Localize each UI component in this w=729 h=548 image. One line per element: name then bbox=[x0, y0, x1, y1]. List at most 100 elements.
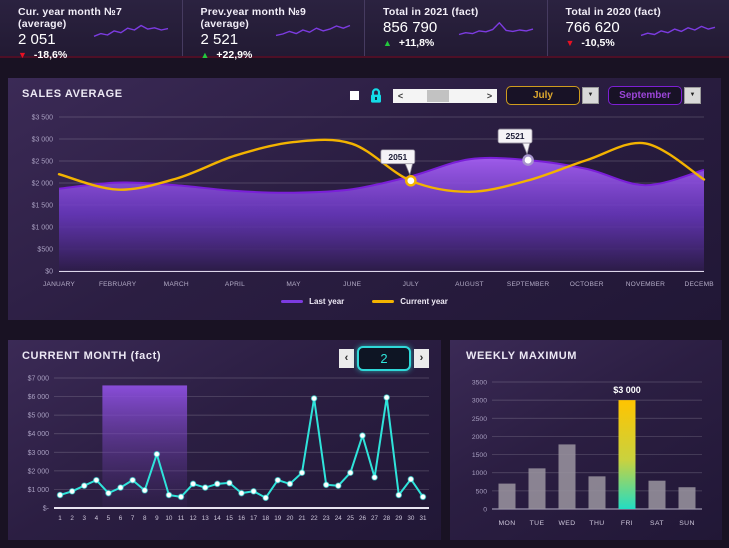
kpi-delta-value: +11,8% bbox=[398, 37, 435, 49]
svg-text:$3 000: $3 000 bbox=[32, 137, 54, 144]
trend-up-icon: ▲ bbox=[383, 37, 392, 48]
svg-text:$7 000: $7 000 bbox=[28, 376, 50, 383]
svg-text:7: 7 bbox=[131, 515, 135, 522]
scrollbar-thumb[interactable] bbox=[427, 89, 450, 102]
kpi-card-total-2020: Total in 2020 (fact) 766 620 ▼ -10,5% bbox=[546, 0, 729, 56]
svg-text:JULY: JULY bbox=[403, 281, 420, 288]
kpi-label: Prev.year month №9 (average) bbox=[200, 6, 307, 30]
kpi-delta-value: -10,5% bbox=[581, 37, 615, 49]
kpi-delta: ▲ +11,8% bbox=[383, 37, 537, 49]
svg-text:500: 500 bbox=[476, 488, 488, 495]
month-from-group: July ▼ bbox=[506, 86, 599, 105]
svg-text:14: 14 bbox=[214, 515, 222, 522]
svg-text:2051: 2051 bbox=[388, 152, 407, 162]
month-from-dropdown-icon[interactable]: ▼ bbox=[582, 87, 599, 104]
trend-down-icon: ▼ bbox=[18, 49, 27, 60]
scrollbar-track[interactable] bbox=[408, 89, 482, 103]
trend-down-icon: ▼ bbox=[565, 37, 575, 48]
svg-text:WED: WED bbox=[558, 520, 575, 527]
svg-text:3000: 3000 bbox=[472, 398, 487, 405]
svg-text:28: 28 bbox=[383, 515, 391, 522]
horizontal-scrollbar[interactable]: < > bbox=[393, 88, 497, 103]
svg-text:$5 000: $5 000 bbox=[28, 413, 50, 420]
svg-text:$3 000: $3 000 bbox=[613, 385, 641, 395]
kpi-card-prev-month-avg: Prev.year month №9 (average) 2 521 ▲ +22… bbox=[181, 0, 365, 61]
kpi-delta: ▼ -10,5% bbox=[566, 37, 720, 49]
kpi-sparkline bbox=[640, 25, 716, 37]
nav-page-value[interactable]: 2 bbox=[357, 346, 411, 371]
svg-text:24: 24 bbox=[335, 515, 343, 522]
scroll-left-icon[interactable]: < bbox=[397, 90, 404, 101]
svg-text:$0: $0 bbox=[45, 269, 53, 276]
svg-text:$2 000: $2 000 bbox=[32, 181, 54, 188]
current-month-chart: $7 000 $6 000 $5 000 $4 000 $3 000 $2 000 $1 0… bbox=[28, 376, 429, 522]
svg-text:9: 9 bbox=[155, 515, 159, 522]
kpi-label: Cur. year month №7 (average) bbox=[18, 6, 122, 30]
svg-text:MON: MON bbox=[498, 520, 515, 527]
svg-text:8: 8 bbox=[143, 515, 147, 522]
svg-text:30: 30 bbox=[407, 515, 415, 522]
kpi-label: Total in 2021 (fact) bbox=[383, 6, 479, 18]
svg-text:18: 18 bbox=[262, 515, 270, 522]
svg-text:THU: THU bbox=[589, 520, 604, 527]
svg-text:4: 4 bbox=[95, 515, 99, 522]
kpi-sparkline bbox=[275, 24, 351, 37]
kpi-value: 2 051 bbox=[18, 31, 56, 48]
legend-swatch-current-year bbox=[372, 300, 395, 303]
lock-icon[interactable] bbox=[368, 87, 384, 104]
scroll-right-icon[interactable]: > bbox=[486, 90, 493, 101]
kpi-sparkline bbox=[93, 24, 168, 37]
kpi-value: 856 790 bbox=[383, 19, 438, 36]
svg-text:JUNE: JUNE bbox=[343, 281, 361, 288]
month-to-value: September bbox=[619, 90, 671, 101]
nav-prev-button[interactable]: ‹ bbox=[339, 349, 354, 368]
weekly-maximum-panel: WEEKLY MAXIMUM 3500 3000 2500 2000 1500 1000 5… bbox=[450, 340, 722, 540]
kpi-value: 766 620 bbox=[565, 19, 620, 36]
svg-text:1000: 1000 bbox=[472, 470, 487, 477]
svg-text:10: 10 bbox=[165, 515, 173, 522]
svg-text:29: 29 bbox=[395, 515, 403, 522]
svg-text:TUE: TUE bbox=[530, 520, 545, 527]
svg-text:26: 26 bbox=[359, 515, 367, 522]
svg-text:$2 000: $2 000 bbox=[28, 468, 50, 475]
svg-text:SAT: SAT bbox=[650, 520, 664, 527]
svg-text:11: 11 bbox=[178, 515, 185, 522]
month-to-dropdown-icon[interactable]: ▼ bbox=[684, 87, 701, 104]
month-to-select[interactable]: September bbox=[608, 86, 682, 105]
nav-next-button[interactable]: › bbox=[414, 349, 429, 368]
svg-text:$3 500: $3 500 bbox=[32, 115, 54, 122]
chart-checkbox[interactable] bbox=[350, 91, 359, 100]
svg-text:SEPTEMBER: SEPTEMBER bbox=[507, 281, 550, 288]
svg-text:22: 22 bbox=[311, 515, 319, 522]
kpi-label: Total in 2020 (fact) bbox=[565, 6, 661, 18]
month-from-select[interactable]: July bbox=[506, 86, 580, 105]
sales-controls: < > July ▼ September ▼ bbox=[350, 86, 701, 105]
svg-text:MAY: MAY bbox=[286, 281, 301, 288]
sales-legend: Last year Current year bbox=[8, 297, 721, 306]
svg-text:15: 15 bbox=[226, 515, 234, 522]
legend-label: Current year bbox=[400, 297, 448, 306]
svg-text:16: 16 bbox=[238, 515, 246, 522]
kpi-delta: ▲ +22,9% bbox=[201, 49, 355, 61]
svg-text:1500: 1500 bbox=[472, 452, 487, 459]
svg-text:3500: 3500 bbox=[472, 380, 487, 387]
sales-average-chart: $3 500 $3 000 $2 500 $2 000 $1 500 $1 000 $500… bbox=[32, 115, 714, 289]
current-month-panel: CURRENT MONTH (fact) ‹ 2 › $7 000 $6 000 $… bbox=[8, 340, 441, 540]
svg-text:$3 000: $3 000 bbox=[28, 450, 50, 457]
svg-text:$1 000: $1 000 bbox=[28, 487, 50, 494]
svg-text:AUGUST: AUGUST bbox=[455, 281, 484, 288]
legend-swatch-last-year bbox=[281, 300, 304, 303]
svg-text:SUN: SUN bbox=[679, 520, 695, 527]
legend-current-year: Current year bbox=[372, 297, 448, 306]
trend-up-icon: ▲ bbox=[200, 49, 210, 60]
kpi-delta-value: -18,6% bbox=[33, 49, 68, 61]
svg-text:3: 3 bbox=[82, 515, 86, 522]
svg-text:$1 000: $1 000 bbox=[32, 225, 54, 232]
svg-text:2521: 2521 bbox=[506, 131, 525, 141]
current-month-title: CURRENT MONTH (fact) bbox=[22, 350, 162, 362]
svg-text:$500: $500 bbox=[37, 247, 53, 254]
svg-text:23: 23 bbox=[323, 515, 331, 522]
kpi-card-total-2021: Total in 2021 (fact) 856 790 ▲ +11,8% bbox=[364, 0, 547, 56]
svg-text:$4 000: $4 000 bbox=[28, 431, 50, 438]
kpi-delta-value: +22,9% bbox=[216, 49, 253, 61]
